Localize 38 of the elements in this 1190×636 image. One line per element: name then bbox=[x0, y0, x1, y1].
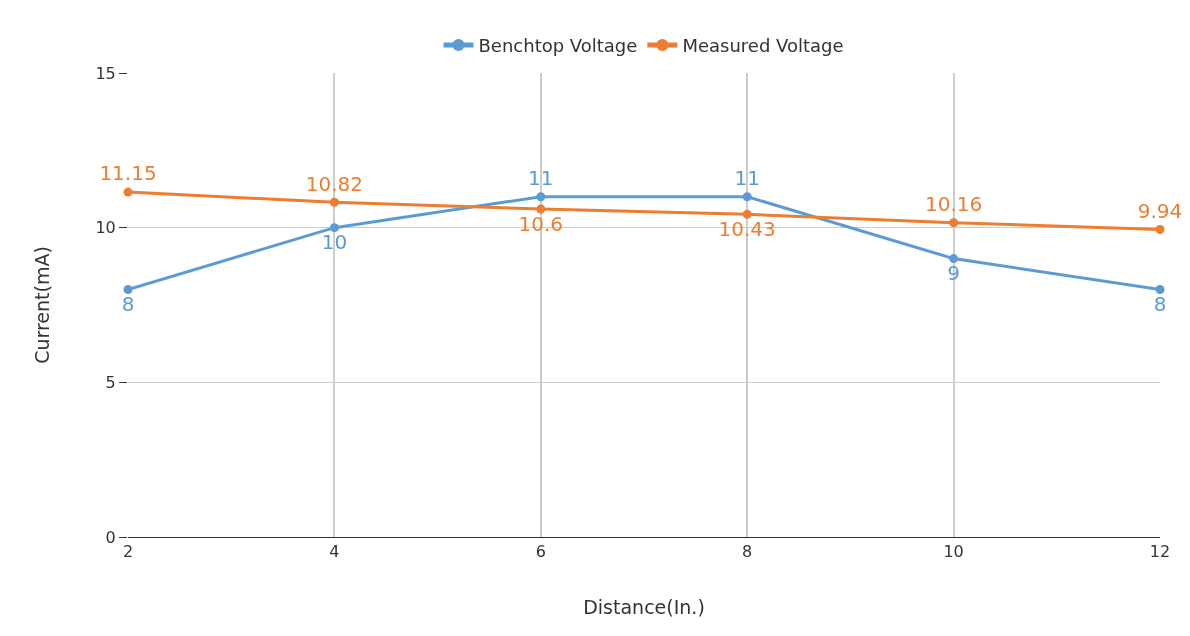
x-tick-label: 4 bbox=[329, 542, 340, 562]
y-tick-label: 0 bbox=[105, 527, 116, 547]
point bbox=[949, 254, 959, 264]
point bbox=[329, 197, 339, 207]
point bbox=[949, 218, 959, 228]
data-label: 10.82 bbox=[305, 171, 364, 196]
x-tick-label: 2 bbox=[122, 542, 134, 562]
point bbox=[742, 209, 752, 219]
x-tick-label: 8 bbox=[742, 542, 753, 562]
data-label: 8 bbox=[1153, 292, 1167, 317]
point bbox=[536, 192, 546, 202]
data-label: 10.16 bbox=[924, 192, 983, 217]
point bbox=[123, 285, 133, 295]
data-label: 11.15 bbox=[99, 161, 157, 186]
data-label: 8 bbox=[121, 292, 135, 317]
point bbox=[536, 204, 546, 214]
data-label: 10.43 bbox=[718, 216, 776, 241]
point bbox=[1155, 285, 1165, 295]
data-label: 10.6 bbox=[518, 211, 564, 236]
data-label: 9 bbox=[947, 261, 960, 286]
point bbox=[1155, 225, 1165, 235]
x-tick-label: 10 bbox=[943, 542, 964, 562]
data-label: 11 bbox=[734, 166, 760, 191]
y-tick-label: 5 bbox=[105, 372, 116, 392]
point bbox=[329, 223, 339, 233]
legend-label: Benchtop Voltage bbox=[478, 34, 638, 56]
x-tick-label: 6 bbox=[535, 542, 546, 562]
point bbox=[742, 192, 752, 202]
x-axis-title: Distance(In.) bbox=[583, 596, 705, 618]
data-label: 10 bbox=[321, 230, 348, 255]
y-axis-title: Current(mA) bbox=[31, 246, 54, 364]
data-label: 11 bbox=[528, 166, 554, 191]
y-tick-label: 15 bbox=[95, 63, 116, 83]
data-label: 9.94 bbox=[1137, 198, 1183, 223]
point bbox=[123, 187, 133, 197]
y-tick-label: 10 bbox=[95, 218, 116, 238]
x-tick-label: 12 bbox=[1149, 542, 1171, 562]
legend-label: Measured Voltage bbox=[682, 34, 844, 56]
